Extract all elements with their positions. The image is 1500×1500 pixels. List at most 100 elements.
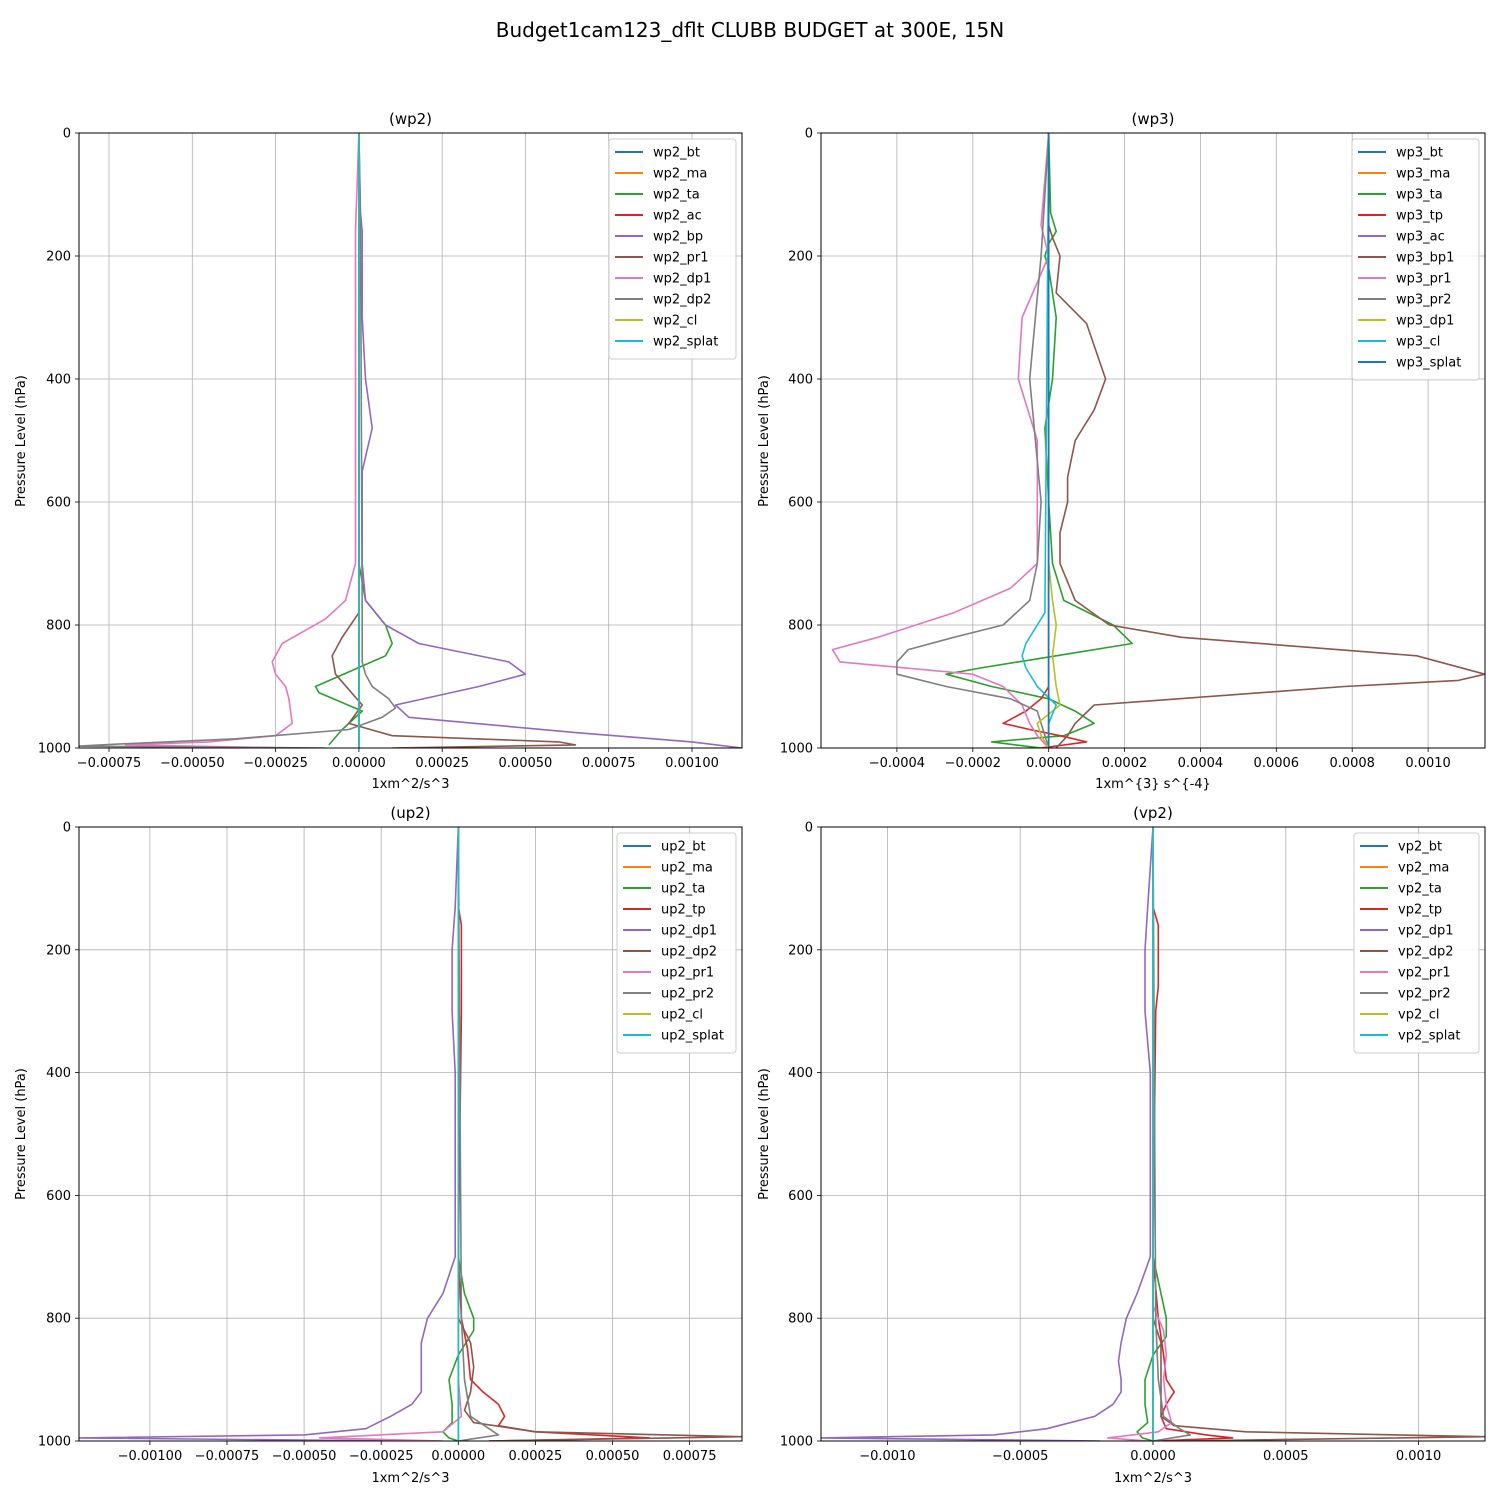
y-tick-label: 400 (788, 373, 813, 388)
series-line-vp2_pr2 (1152, 827, 1191, 1441)
panel-title-wp2: (wp2) (389, 110, 432, 128)
x-tick-label: −0.0004 (869, 756, 925, 771)
y-axis-label-vp2: Pressure Level (hPa) (757, 1068, 772, 1200)
series-line-wp3_bp1 (1047, 133, 1485, 748)
x-tick-label: 0.00025 (509, 1449, 563, 1464)
legend: up2_bt up2_ma up2_ta up2_tp up2_dp1 up2_dp2up… (616, 832, 737, 1054)
legend-label-wp2_bt: wp2_bt (653, 146, 700, 161)
x-tick-label: 0.00025 (415, 756, 469, 771)
legend-label-up2_dp1: up2_dp1 (661, 924, 717, 939)
x-tick-label: −0.00050 (272, 1449, 337, 1464)
panel-up2: (up2) 1xm^2/s^3 Pressure Level (hPa) −0.… (14, 804, 743, 1486)
legend: wp3_bt wp3_ma wp3_ta wp3_tp wp3_ac wp3_bp1 wp3… (1351, 138, 1480, 381)
x-tick-label: 0.00000 (431, 1449, 485, 1464)
legend-label-up2_tp: up2_tp (661, 903, 706, 918)
y-tick-label: 400 (46, 1066, 71, 1081)
x-tick-label: 0.00075 (663, 1449, 717, 1464)
legend-label-wp2_ac: wp2_ac (653, 209, 702, 224)
series-line-wp3_dp1 (1036, 133, 1061, 748)
series-line-wp2_dp1 (124, 133, 360, 748)
legend-label-vp2_tp: vp2_tp (1398, 903, 1442, 918)
legend-label-vp2_pr1: vp2_pr1 (1398, 966, 1451, 981)
series-line-wp2_ta (314, 133, 394, 746)
y-tick-label: 1000 (780, 1435, 813, 1450)
x-tick-label: −0.00050 (160, 756, 225, 771)
legend-label-vp2_dp1: vp2_dp1 (1398, 924, 1454, 939)
y-tick-label: 600 (788, 1189, 813, 1204)
x-tick-label: 0.0004 (1178, 756, 1224, 771)
y-tick-label: 800 (788, 619, 813, 634)
x-tick-label: 0.0002 (1102, 756, 1148, 771)
x-tick-label: 0.0005 (1263, 1449, 1309, 1464)
y-tick-label: 600 (46, 1189, 71, 1204)
legend-label-up2_pr2: up2_pr2 (661, 987, 714, 1002)
x-tick-label: 0.00000 (332, 756, 386, 771)
legend-label-up2_pr1: up2_pr1 (661, 966, 714, 981)
legend-label-up2_bt: up2_bt (661, 840, 706, 855)
legend-label-vp2_ta: vp2_ta (1398, 882, 1442, 897)
legend-label-wp2_pr1: wp2_pr1 (653, 251, 709, 266)
x-tick-label: 0.00050 (499, 756, 553, 771)
legend-label-vp2_bt: vp2_bt (1398, 840, 1442, 855)
series-line-up2_ta (442, 827, 475, 1441)
legend-label-up2_splat: up2_splat (661, 1029, 724, 1044)
x-tick-label: 0.0010 (1405, 756, 1451, 771)
x-axis-label-wp2: 1xm^2/s^3 (371, 777, 449, 792)
series-line-wp3_tp (1002, 133, 1088, 748)
legend-label-wp2_ta: wp2_ta (653, 188, 700, 203)
legend-label-vp2_pr2: vp2_pr2 (1398, 987, 1451, 1002)
panel-title-wp3: (wp3) (1131, 110, 1174, 128)
legend-label-wp2_bp: wp2_bp (653, 230, 703, 245)
y-tick-label: 1000 (38, 742, 71, 757)
legend-label-up2_ta: up2_ta (661, 882, 705, 897)
legend: wp2_bt wp2_ma wp2_ta wp2_ac wp2_bp wp2_pr1 wp2… (608, 138, 737, 360)
y-tick-label: 200 (46, 943, 71, 958)
legend-label-wp2_dp2: wp2_dp2 (653, 293, 711, 308)
series-line-vp2_pr1 (1107, 827, 1173, 1441)
panel-vp2: (vp2) 1xm^2/s^3 Pressure Level (hPa) −0.… (757, 804, 1486, 1486)
y-tick-label: 800 (46, 619, 71, 634)
legend-label-wp3_ma: wp3_ma (1396, 167, 1450, 182)
series-line-up2_dp1 (79, 827, 460, 1441)
panel-wp2: (wp2) 1xm^2/s^3 Pressure Level (hPa) −0.… (14, 110, 743, 792)
legend-label-wp3_cl: wp3_cl (1396, 335, 1440, 350)
legend-label-vp2_splat: vp2_splat (1398, 1029, 1460, 1044)
axes-frame (78, 132, 743, 749)
axes-frame (820, 132, 1486, 749)
x-tick-label: 0.0000 (1026, 756, 1072, 771)
series-line-vp2_ta (1136, 827, 1168, 1441)
legend-label-vp2_dp2: vp2_dp2 (1398, 945, 1454, 960)
y-axis-label-wp2: Pressure Level (hPa) (14, 375, 29, 507)
x-tick-label: 0.0010 (1396, 1449, 1442, 1464)
y-tick-label: 1000 (38, 1435, 71, 1450)
y-tick-label: 600 (46, 496, 71, 511)
x-axis-label-up2: 1xm^2/s^3 (371, 1471, 449, 1486)
y-tick-label: 0 (805, 127, 813, 142)
legend-label-wp3_ta: wp3_ta (1396, 188, 1443, 203)
legend-label-wp2_dp1: wp2_dp1 (653, 272, 711, 287)
legend: vp2_bt vp2_ma vp2_ta vp2_tp vp2_dp1 vp2_dp2vp… (1353, 832, 1480, 1054)
series-line-wp2_dp2 (79, 133, 397, 748)
legend-label-wp3_tp: wp3_tp (1396, 209, 1443, 224)
x-tick-label: 0.00050 (586, 1449, 640, 1464)
legend-label-up2_ma: up2_ma (661, 861, 713, 876)
x-tick-label: −0.0002 (945, 756, 1001, 771)
legend-label-wp3_splat: wp3_splat (1396, 356, 1461, 371)
legend-label-vp2_cl: vp2_cl (1398, 1008, 1439, 1023)
y-tick-label: 600 (788, 496, 813, 511)
legend-label-wp3_bt: wp3_bt (1396, 146, 1443, 161)
x-tick-label: 0.00100 (665, 756, 719, 771)
y-tick-label: 1000 (780, 742, 813, 757)
legend-label-wp2_ma: wp2_ma (653, 167, 707, 182)
y-axis-label-wp3: Pressure Level (hPa) (757, 375, 772, 507)
legend-label-wp2_cl: wp2_cl (653, 314, 697, 329)
legend-label-wp3_pr2: wp3_pr2 (1396, 293, 1452, 308)
panel-title-vp2: (vp2) (1133, 804, 1173, 822)
x-tick-label: −0.00075 (195, 1449, 260, 1464)
legend-label-wp3_dp1: wp3_dp1 (1396, 314, 1454, 329)
x-tick-label: −0.0005 (992, 1449, 1048, 1464)
y-axis-label-up2: Pressure Level (hPa) (14, 1068, 29, 1200)
series-line-vp2_tp (1152, 827, 1234, 1441)
series-line-wp3_ta (945, 133, 1133, 748)
